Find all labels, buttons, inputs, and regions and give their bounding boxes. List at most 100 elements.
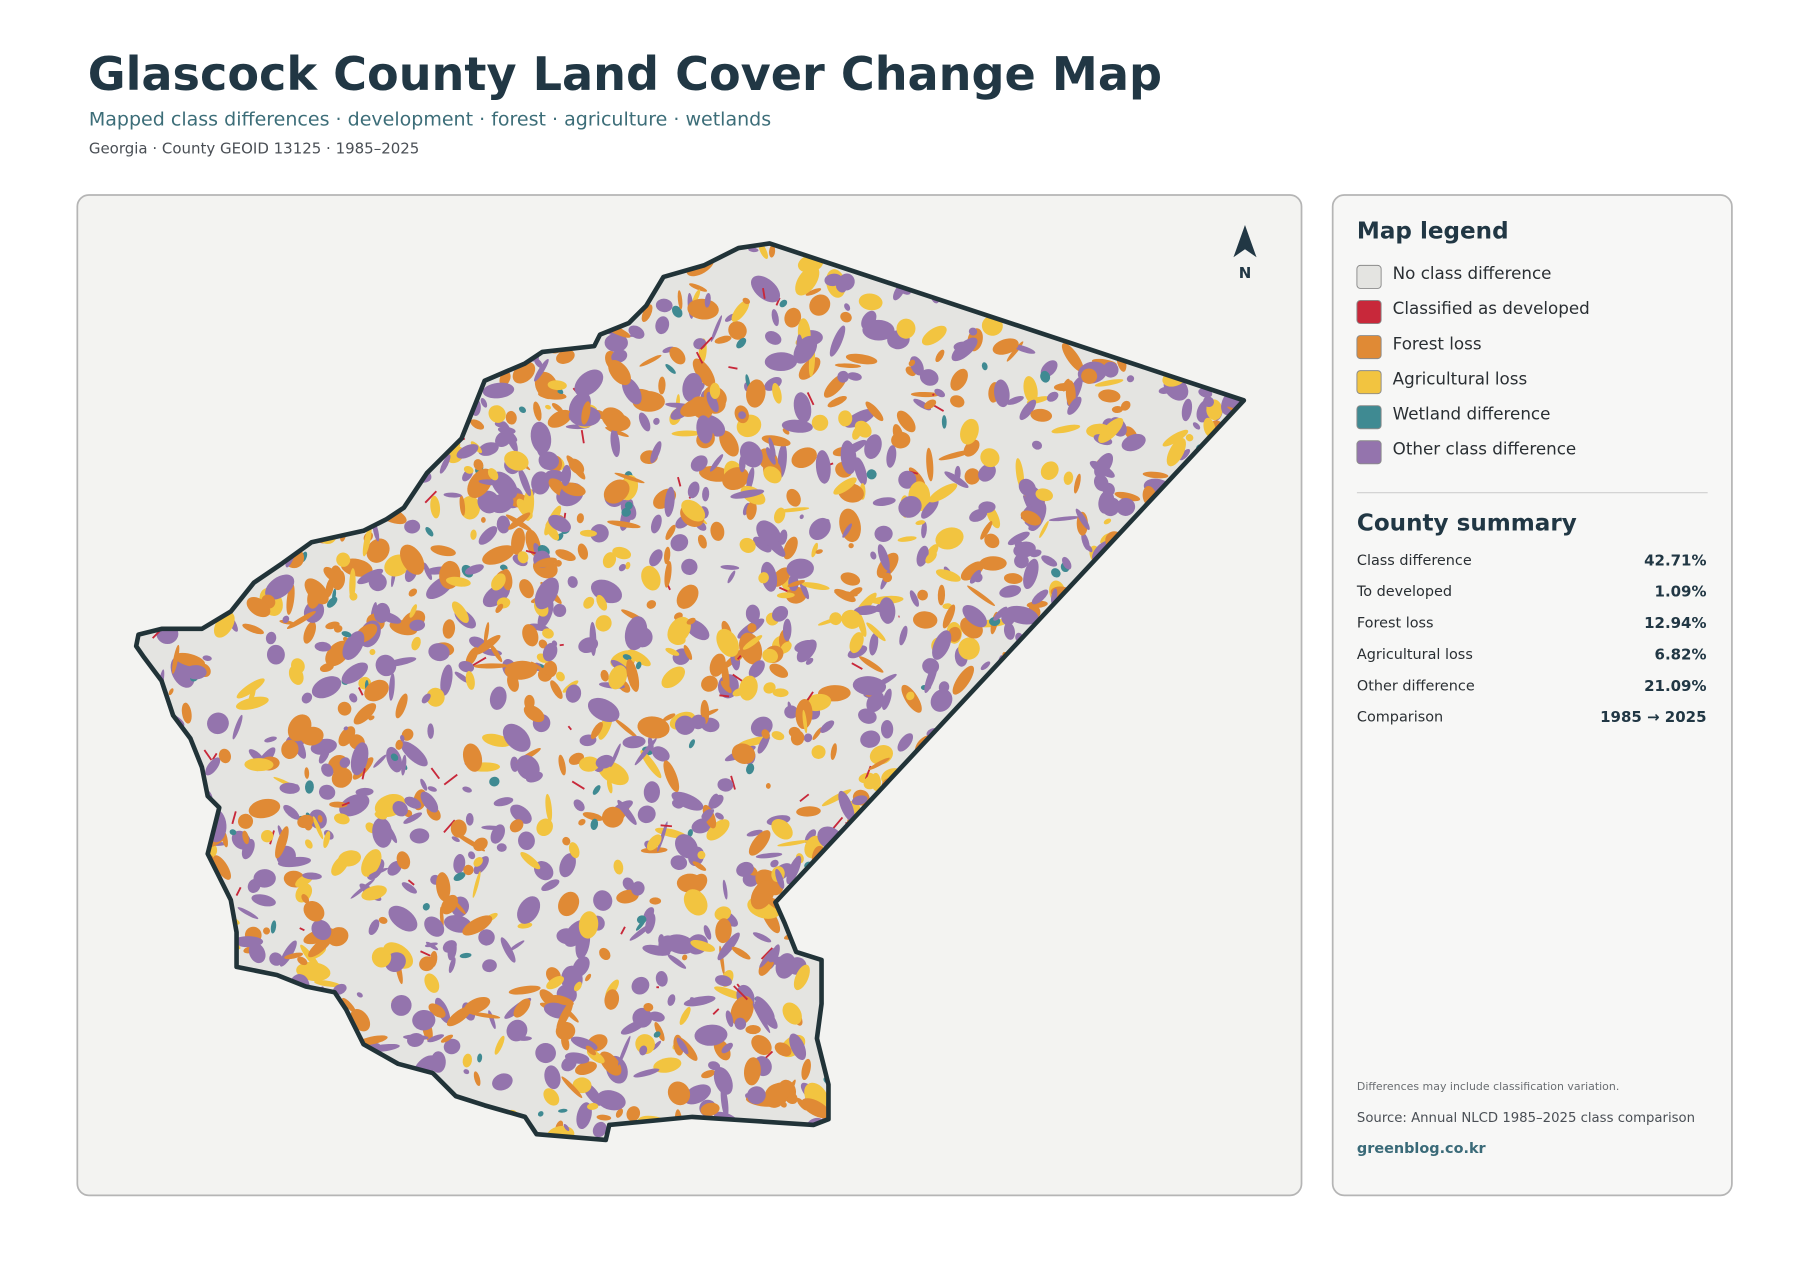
developed-patch: [806, 392, 815, 406]
change-patch: [1085, 543, 1093, 553]
change-patch: [960, 418, 979, 445]
change-patch: [978, 463, 996, 482]
change-patch: [443, 492, 462, 498]
legend-label: Classified as developed: [1393, 298, 1590, 318]
change-patch: [786, 855, 802, 885]
change-patch: [181, 702, 192, 724]
change-patch: [339, 793, 370, 817]
change-patch: [506, 1019, 528, 1042]
change-patch: [775, 953, 796, 979]
change-patch: [301, 692, 313, 704]
change-patch: [282, 615, 290, 623]
change-patch: [799, 514, 804, 520]
change-patch: [581, 401, 591, 425]
change-patch: [422, 903, 430, 911]
change-patch: [728, 321, 747, 340]
change-patch: [1030, 408, 1053, 422]
change-patch: [374, 811, 387, 820]
developed-patch: [700, 336, 713, 350]
change-patch: [722, 467, 749, 491]
side-panel: [1331, 194, 1733, 1197]
change-patch: [782, 618, 792, 642]
developed-patch: [736, 655, 742, 660]
change-patch: [653, 417, 660, 425]
change-patch: [1126, 375, 1135, 383]
change-patch: [550, 680, 563, 700]
change-patch: [796, 806, 821, 817]
change-patch: [572, 956, 590, 977]
change-patch: [840, 440, 857, 475]
change-patch: [463, 864, 474, 876]
change-patch: [246, 597, 271, 618]
change-patch: [283, 804, 300, 820]
change-patch: [428, 643, 450, 662]
change-patch: [964, 468, 981, 485]
change-patch: [396, 851, 411, 870]
change-patch: [555, 549, 576, 562]
change-patch: [608, 359, 631, 386]
change-patch: [921, 521, 927, 539]
developed-patch: [931, 393, 935, 397]
change-patch: [921, 325, 947, 346]
change-patch: [470, 419, 485, 430]
change-patch: [720, 565, 740, 570]
change-patch: [815, 549, 823, 554]
change-patch: [595, 615, 612, 632]
change-patch: [941, 415, 947, 429]
change-patch: [653, 1031, 661, 1038]
change-patch: [279, 940, 297, 967]
change-patch: [496, 515, 511, 534]
developed-patch: [580, 429, 585, 444]
change-patch: [992, 338, 1019, 355]
change-patch: [378, 916, 388, 924]
change-patch: [430, 495, 441, 519]
change-patch: [489, 776, 500, 787]
change-patch: [769, 663, 789, 678]
change-patch: [701, 1069, 716, 1079]
change-patch: [459, 495, 466, 516]
change-patch: [562, 836, 571, 846]
change-patch: [459, 952, 472, 959]
change-patch: [782, 1002, 802, 1025]
change-patch: [935, 349, 945, 363]
developed-patch: [719, 694, 730, 698]
change-patch: [676, 584, 699, 609]
change-patch: [640, 750, 662, 779]
north-label: N: [1239, 264, 1252, 282]
change-patch: [919, 369, 939, 386]
change-patch: [690, 940, 716, 952]
change-patch: [783, 536, 798, 560]
change-patch: [687, 829, 693, 837]
change-patch: [1098, 417, 1124, 444]
change-patch: [739, 441, 763, 468]
change-patch: [1111, 405, 1124, 414]
change-patch: [618, 1035, 631, 1066]
change-patch: [755, 852, 783, 859]
change-patch: [229, 829, 237, 836]
change-patch: [830, 743, 837, 760]
change-patch: [858, 293, 883, 311]
change-patch: [969, 569, 981, 584]
summary-label: Other difference: [1357, 678, 1475, 694]
change-patch: [714, 335, 732, 344]
change-patch: [496, 843, 507, 852]
change-patch: [667, 954, 687, 969]
change-patch: [690, 455, 708, 472]
change-patch: [690, 714, 706, 730]
change-patch: [805, 288, 822, 296]
change-patch: [533, 401, 542, 421]
change-patch: [451, 836, 460, 843]
change-patch: [1081, 368, 1098, 384]
change-patch: [361, 849, 382, 877]
change-patch: [657, 821, 668, 852]
change-patch: [1003, 573, 1023, 584]
change-patch: [579, 529, 597, 537]
change-patch: [1166, 437, 1186, 467]
change-patch: [1019, 399, 1037, 421]
change-patch: [765, 783, 771, 789]
change-patch: [667, 1081, 691, 1106]
change-patch: [542, 642, 558, 662]
change-patch: [559, 853, 576, 878]
change-patch: [721, 1042, 733, 1054]
